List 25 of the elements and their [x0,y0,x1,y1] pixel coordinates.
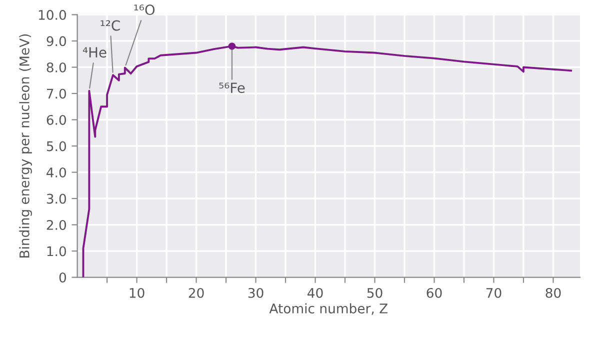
y-axis-title: Binding energy per nucleon (MeV) [19,34,32,258]
x-tick-label: 20 [188,288,204,298]
x-tick-label: 40 [308,288,323,298]
x-tick-label: 80 [546,288,561,298]
y-tick-label: 0 [59,272,66,282]
y-tick-label: 5.0 [46,141,66,152]
x-tick-label: 30 [248,288,264,298]
x-tick-label: 60 [426,288,442,298]
y-tick-label: 8.0 [46,62,66,72]
x-tick-label: 50 [367,288,382,298]
y-tick-label: 9.0 [46,36,66,46]
x-tick-label: 70 [486,288,502,298]
y-tick-label: 7.0 [46,88,66,99]
y-tick-label: 4.0 [46,167,66,178]
x-axis-title: Atomic number, Z [269,303,388,315]
x-tick-label: 10 [130,288,144,298]
y-tick-label: 2.0 [46,220,66,230]
y-tick-label: 10.0 [38,10,66,20]
annotation: ⁴He [82,47,106,58]
y-tick-label: 6.0 [46,114,66,125]
annotation: ⁵⁶Fe [219,82,245,94]
y-tick-label: 3.0 [46,194,66,204]
annotation: ¹⁶O [134,4,155,16]
annotation: ¹²C [100,20,120,31]
y-tick-label: 1.0 [47,246,66,256]
